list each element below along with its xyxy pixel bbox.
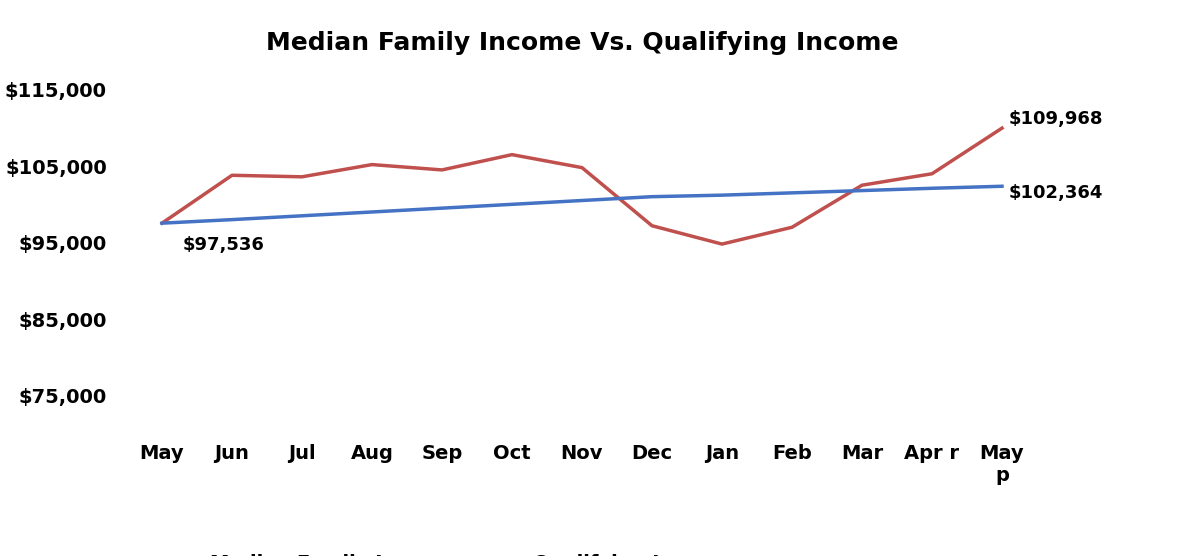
Legend: Median Family Income, Qualifying Income: Median Family Income, Qualifying Income (148, 546, 739, 556)
Title: Median Family Income Vs. Qualifying Income: Median Family Income Vs. Qualifying Inco… (265, 31, 899, 55)
Text: $109,968: $109,968 (1009, 110, 1104, 128)
Text: $97,536: $97,536 (182, 236, 265, 254)
Text: $102,364: $102,364 (1009, 183, 1103, 202)
